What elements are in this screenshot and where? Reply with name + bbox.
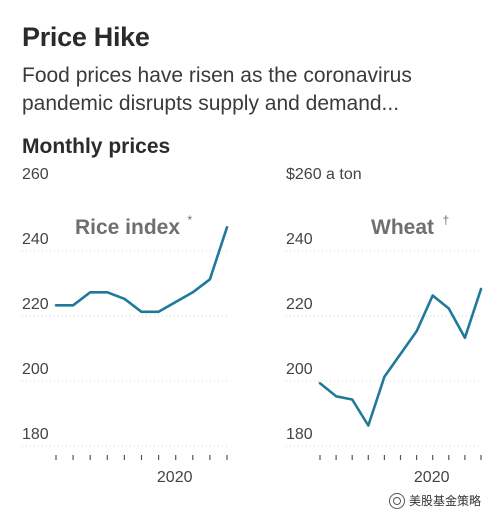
- wheat-ytick-label: 200: [286, 361, 313, 378]
- wechat-icon: [388, 492, 405, 509]
- rice-ytick-label: 200: [22, 361, 49, 378]
- section-heading: Monthly prices: [22, 135, 171, 158]
- rice-ytick-label: 240: [22, 231, 49, 248]
- wheat-series-line: [318, 287, 483, 427]
- wheat-xtick-label: 2020: [414, 469, 450, 486]
- watermark-text: 美股基金策略: [408, 494, 481, 508]
- chart-subtitle: Food prices have risen as the coronaviru…: [22, 64, 412, 115]
- wheat-ytick-label: 220: [286, 296, 313, 313]
- wheat-ytick-label: 180: [286, 426, 313, 443]
- rice-xtick-label: 2020: [157, 469, 193, 486]
- watermark: 美股基金策略: [388, 492, 481, 509]
- rice-ytick-label: 180: [22, 426, 49, 443]
- rice-ytick-label: 260: [22, 166, 49, 183]
- wheat-chart-title: Wheat: [371, 216, 434, 239]
- rice-series-line: [54, 226, 229, 314]
- rice-chart-title: Rice index: [75, 216, 180, 239]
- wheat-ytick-label: $260 a ton: [286, 166, 362, 183]
- wheat-ytick-label: 240: [286, 231, 313, 248]
- rice-title-marker: *: [188, 213, 193, 227]
- wheat-title-marker: †: [443, 213, 450, 227]
- chart-title: Price Hike: [22, 22, 150, 52]
- rice-ytick-label: 220: [22, 296, 49, 313]
